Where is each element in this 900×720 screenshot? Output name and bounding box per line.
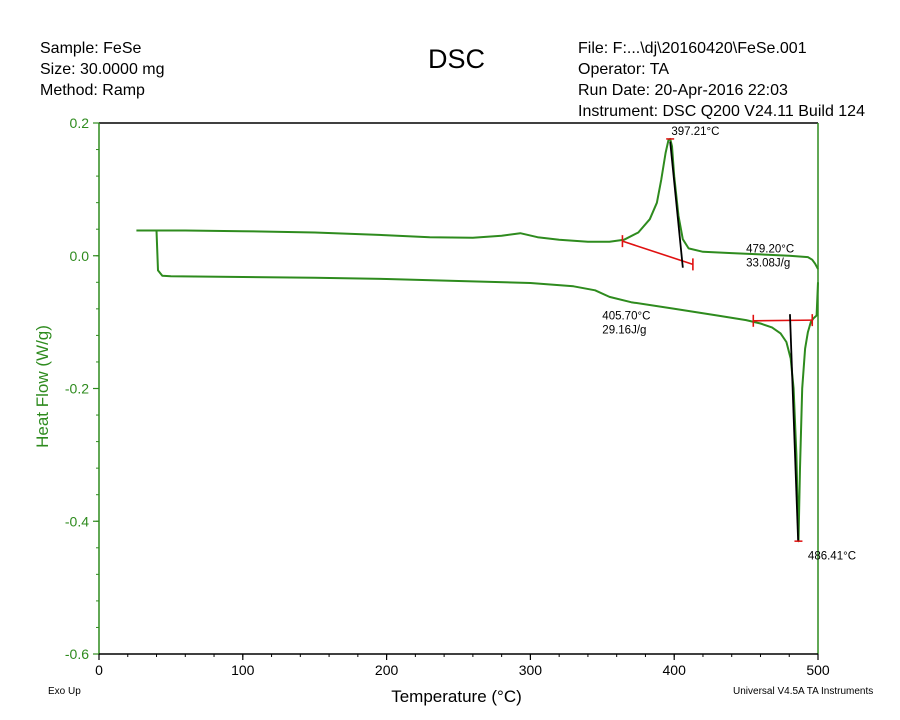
run-info: File: F:...\dj\20160420\FeSe.001 Operato…: [578, 38, 865, 122]
annotation-label: 479.20°C: [746, 243, 794, 255]
annotation-label: 405.70°C: [602, 310, 650, 322]
onset-tangent-2: [789, 314, 800, 542]
chart-title: DSC: [428, 44, 486, 74]
sample-name: Sample: FeSe: [40, 40, 142, 57]
run-date: Run Date: 20-Apr-2016 22:03: [578, 82, 788, 99]
annotation-label: 486.41°C: [808, 551, 856, 563]
series-line-2: [155, 230, 819, 543]
series-line-1: [136, 137, 819, 270]
y-tick-label: 0.0: [70, 248, 90, 264]
x-tick-label: 200: [375, 662, 399, 678]
sample-info: Sample: FeSe Size: 30.0000 mg Method: Ra…: [40, 38, 165, 101]
y-tick-label: -0.4: [65, 513, 89, 529]
x-tick-label: 0: [95, 662, 103, 678]
integration-baseline-1: [622, 240, 694, 266]
x-tick-label: 500: [806, 662, 830, 678]
method-name: Method: Ramp: [40, 82, 145, 99]
onset-tangent-1: [669, 141, 684, 268]
y-axis-label: Heat Flow (W/g): [33, 325, 52, 448]
exo-up-label: Exo Up: [48, 686, 81, 697]
annotation-label: 33.08J/g: [746, 257, 790, 269]
integration-baseline-2: [753, 319, 813, 322]
y-tick-label: -0.2: [65, 381, 89, 397]
instrument: Instrument: DSC Q200 V24.11 Build 124: [578, 103, 865, 120]
x-axis-label: Temperature (°C): [391, 687, 522, 706]
operator: Operator: TA: [578, 61, 669, 78]
annotation-label: 397.21°C: [671, 126, 719, 138]
y-tick-label: -0.6: [65, 646, 89, 662]
annotation-label: 29.16J/g: [602, 324, 646, 336]
x-tick-label: 300: [519, 662, 543, 678]
software-label: Universal V4.5A TA Instruments: [733, 686, 874, 697]
x-tick-label: 100: [231, 662, 255, 678]
x-tick-label: 400: [663, 662, 687, 678]
sample-size: Size: 30.0000 mg: [40, 61, 165, 78]
file-path: File: F:...\dj\20160420\FeSe.001: [578, 40, 807, 57]
y-tick-label: 0.2: [70, 115, 90, 131]
